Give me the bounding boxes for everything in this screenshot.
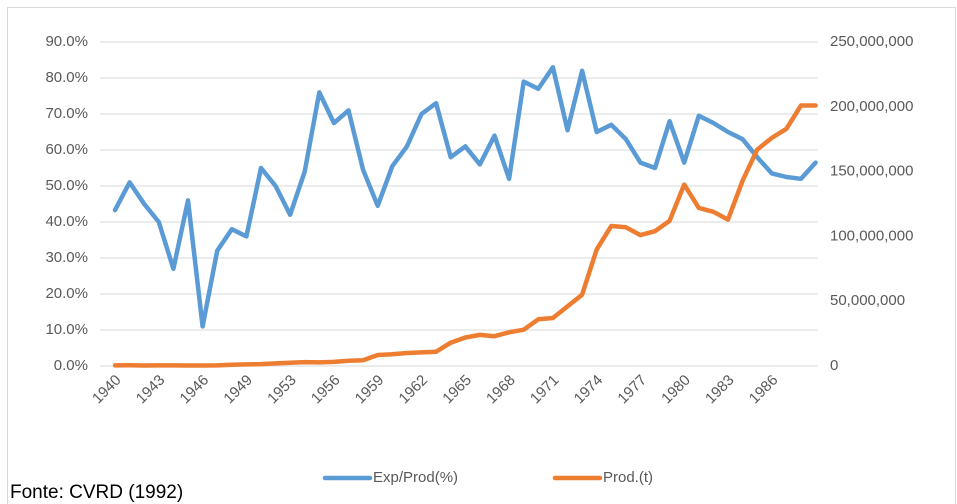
y2-tick-label: 100,000,000: [830, 227, 913, 244]
x-tick-label: 1965: [439, 372, 475, 408]
x-tick-label: 1962: [396, 372, 432, 408]
x-tick-label: 1959: [352, 372, 388, 408]
y-tick-label: 70.0%: [45, 105, 88, 122]
y-tick-label: 10.0%: [45, 321, 88, 338]
x-tick-label: 1953: [264, 372, 300, 408]
y-tick-label: 30.0%: [45, 249, 88, 266]
y-tick-label: 50.0%: [45, 177, 88, 194]
legend-label: Prod.(t): [603, 469, 653, 486]
series-line: [112, 103, 818, 368]
y-tick-label: 0.0%: [54, 357, 88, 374]
x-tick-label: 1968: [483, 372, 519, 408]
x-tick-label: 1980: [658, 372, 694, 408]
x-tick-label: 1977: [614, 372, 650, 408]
x-tick-label: 1943: [133, 372, 169, 408]
y2-tick-label: 50,000,000: [830, 292, 905, 309]
y-tick-label: 20.0%: [45, 285, 88, 302]
y-tick-label: 90.0%: [45, 33, 88, 50]
annotation: Fonte: CVRD (1992): [10, 482, 183, 503]
x-tick-label: 1986: [746, 372, 782, 408]
y2-tick-label: 200,000,000: [830, 98, 913, 115]
chart-border: [7, 7, 956, 504]
y-tick-label: 60.0%: [45, 141, 88, 158]
y-tick-label: 40.0%: [45, 213, 88, 230]
y2-tick-label: 150,000,000: [830, 163, 913, 180]
x-tick-label: 1949: [220, 372, 256, 408]
y-tick-label: 80.0%: [45, 69, 88, 86]
y2-tick-label: 0: [830, 357, 838, 374]
x-tick-label: 1956: [308, 372, 344, 408]
legend-label: Exp/Prod(%): [373, 469, 458, 486]
series-line: [112, 64, 818, 329]
x-tick-label: 1940: [89, 372, 125, 408]
x-tick-label: 1983: [702, 372, 738, 408]
y2-tick-label: 250,000,000: [830, 33, 913, 50]
x-tick-label: 1971: [527, 372, 563, 408]
x-tick-label: 1974: [571, 372, 607, 408]
x-tick-label: 1946: [177, 372, 213, 408]
